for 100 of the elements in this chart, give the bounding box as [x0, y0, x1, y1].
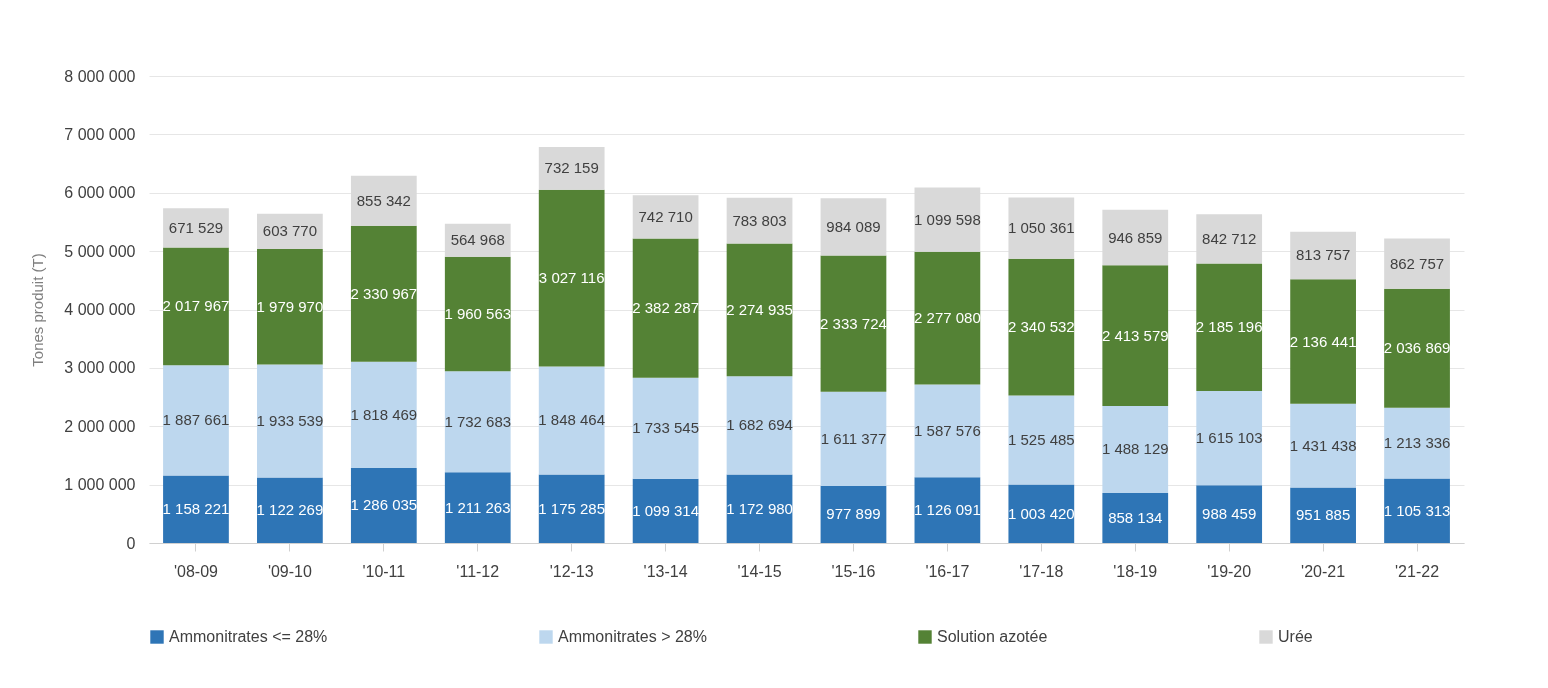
- bar: [257, 477, 323, 543]
- data-label: 1 587 576: [914, 421, 981, 439]
- bar: [1384, 478, 1450, 543]
- data-label: 1 105 313: [1383, 501, 1451, 519]
- bar: [1008, 197, 1075, 259]
- data-label: 2 036 869: [1383, 339, 1451, 357]
- bar: [1008, 395, 1075, 485]
- data-label: 1 615 103: [1195, 429, 1263, 447]
- legend-label: Urée: [1278, 628, 1313, 645]
- data-label: 1 525 485: [1007, 430, 1075, 448]
- bar: [444, 256, 511, 372]
- y-axis-title: Tones produit (T): [29, 253, 47, 367]
- y-tick-label: 1 000 000: [64, 476, 136, 494]
- bar: [726, 376, 793, 475]
- bar: [163, 365, 229, 476]
- bar: [914, 384, 981, 478]
- bar: [538, 474, 605, 543]
- data-label: 1 887 661: [162, 411, 230, 429]
- bar: [1384, 288, 1450, 408]
- bar: [1384, 407, 1450, 479]
- bar: [1102, 209, 1169, 266]
- bar: [1196, 263, 1263, 392]
- data-label: 1 848 464: [538, 411, 606, 429]
- bar: [820, 391, 887, 486]
- bar: [538, 366, 605, 475]
- data-label: 842 712: [1202, 229, 1257, 247]
- y-tick-label: 5 000 000: [64, 242, 136, 260]
- data-label: 2 017 967: [162, 297, 230, 315]
- data-label: 951 885: [1295, 506, 1351, 524]
- y-tick-label: 8 000 000: [64, 67, 136, 85]
- bar: [914, 251, 981, 385]
- bar: [1102, 492, 1169, 543]
- x-tick-label: '21-22: [1395, 562, 1440, 580]
- y-tick-label: 7 000 000: [64, 125, 136, 143]
- bar: [1008, 258, 1075, 396]
- data-label: 564 968: [450, 231, 505, 249]
- data-label: 2 340 532: [1007, 318, 1075, 336]
- data-label: 1 213 336: [1383, 434, 1451, 452]
- data-label: 1 158 221: [162, 500, 230, 518]
- data-label: 1 960 563: [444, 304, 512, 322]
- x-tick-label: '11-12: [456, 562, 500, 580]
- x-tick-label: '14-15: [737, 562, 782, 580]
- data-label: 783 803: [732, 211, 787, 229]
- data-label: 2 136 441: [1289, 332, 1357, 350]
- x-tick-label: '19-20: [1207, 562, 1252, 580]
- bar: [257, 364, 323, 478]
- data-label: 862 757: [1389, 254, 1445, 272]
- bar: [1196, 485, 1263, 543]
- data-label: 1 126 091: [914, 501, 981, 519]
- data-label: 1 979 970: [256, 297, 324, 315]
- data-label: 1 003 420: [1007, 504, 1075, 522]
- data-label: 946 859: [1108, 228, 1163, 246]
- data-label: 1 099 314: [632, 501, 699, 519]
- x-tick-label: '12-13: [549, 562, 594, 580]
- data-label: 1 488 129: [1101, 440, 1169, 458]
- x-tick-label: '16-17: [925, 562, 970, 580]
- bar: [163, 247, 229, 366]
- legend-label: Ammonitrates <= 28%: [169, 628, 328, 645]
- data-label: 2 274 935: [726, 300, 793, 318]
- bar: [1008, 484, 1075, 543]
- data-label: 1 175 285: [538, 499, 606, 517]
- data-label: 1 933 539: [256, 412, 324, 430]
- bar: [444, 371, 511, 473]
- data-label: 977 899: [826, 505, 881, 523]
- bar: [350, 467, 417, 543]
- x-tick-label: '17-18: [1019, 562, 1064, 580]
- bar: [350, 225, 417, 362]
- bar: [1290, 403, 1356, 488]
- y-tick-label: 0: [126, 534, 136, 552]
- data-label: 3 027 116: [538, 269, 605, 287]
- bar: [914, 187, 981, 252]
- legend-label: Ammonitrates > 28%: [558, 628, 707, 645]
- data-label: 855 342: [356, 191, 411, 209]
- x-tick-label: '13-14: [643, 562, 688, 580]
- data-label: 813 757: [1295, 246, 1351, 264]
- bar: [350, 175, 417, 226]
- data-label: 1 733 545: [632, 419, 699, 437]
- bar: [350, 361, 417, 468]
- data-label: 1 818 469: [350, 405, 418, 423]
- data-label: 1 050 361: [1007, 219, 1075, 237]
- bar: [163, 475, 229, 543]
- bar: [538, 189, 605, 367]
- bar: [820, 198, 887, 256]
- y-tick-label: 2 000 000: [64, 417, 136, 435]
- data-label: 732 159: [544, 159, 599, 177]
- x-tick-label: '10-11: [362, 562, 406, 580]
- data-label: 1 682 694: [726, 416, 793, 434]
- bar: [444, 472, 511, 543]
- data-label: 1 211 263: [444, 498, 511, 516]
- data-label: 1 611 377: [820, 429, 887, 447]
- data-label: 984 089: [826, 217, 881, 235]
- bar: [538, 147, 605, 190]
- bar: [820, 485, 887, 543]
- y-tick-label: 6 000 000: [64, 184, 136, 202]
- data-label: 1 286 035: [350, 496, 418, 514]
- data-label: 603 770: [262, 222, 318, 240]
- bar: [257, 249, 323, 365]
- x-tick-label: '08-09: [173, 562, 219, 580]
- bar: [1196, 214, 1263, 264]
- x-tick-label: '18-19: [1113, 562, 1158, 580]
